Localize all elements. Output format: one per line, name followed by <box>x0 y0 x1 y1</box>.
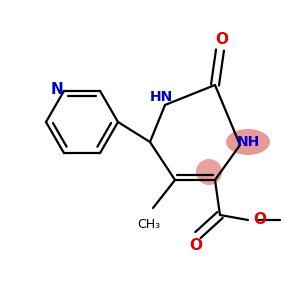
Text: O: O <box>190 238 202 253</box>
Text: N: N <box>51 82 63 97</box>
Text: HN: HN <box>149 90 172 104</box>
Text: O: O <box>253 212 266 226</box>
Circle shape <box>196 159 222 185</box>
Text: NH: NH <box>236 135 260 149</box>
Text: O: O <box>215 32 229 47</box>
Ellipse shape <box>226 129 270 155</box>
Text: CH₃: CH₃ <box>137 218 160 231</box>
